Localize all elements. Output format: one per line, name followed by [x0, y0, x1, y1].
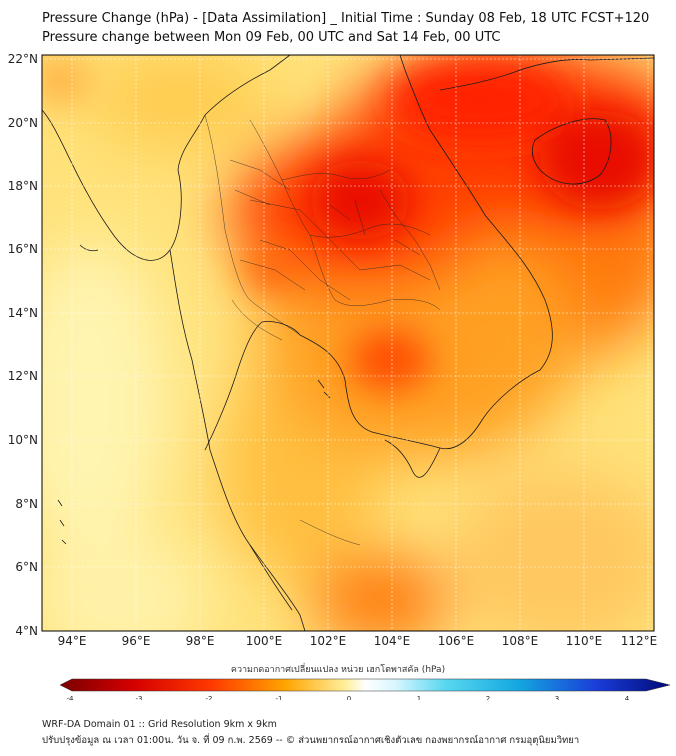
colorbar-tick: 2	[486, 695, 490, 700]
lat-label: 12°N	[8, 369, 38, 383]
colorbar-tick: 0	[347, 695, 351, 700]
lat-axis: 22°N 20°N 18°N 16°N 14°N 12°N 10°N 8°N 6…	[8, 52, 38, 638]
lat-label: 16°N	[8, 242, 38, 256]
plot-frame	[41, 54, 655, 632]
colorbar-tick: 1	[417, 695, 421, 700]
footer-model-info: WRF-DA Domain 01 :: Grid Resolution 9km …	[42, 719, 277, 730]
colorbar-tick: -4	[67, 695, 75, 700]
lon-label: 96°E	[122, 634, 151, 648]
colorbar-tick: 3	[555, 695, 559, 700]
admin-borders	[204, 114, 441, 546]
lat-label: 22°N	[8, 52, 38, 66]
lon-label: 94°E	[58, 634, 87, 648]
lon-axis: 94°E 96°E 98°E 100°E 102°E 104°E 106°E 1…	[58, 634, 658, 648]
graticule	[42, 55, 654, 631]
lat-label: 10°N	[8, 433, 38, 447]
lon-label: 112°E	[621, 634, 658, 648]
lat-label: 14°N	[8, 306, 38, 320]
map-title: Pressure Change (hPa) - [Data Assimilati…	[42, 11, 650, 26]
pressure-change-map: 22°N 20°N 18°N 16°N 14°N 12°N 10°N 8°N 6…	[8, 52, 671, 700]
lat-label: 18°N	[8, 179, 38, 193]
lat-label: 8°N	[15, 497, 38, 511]
lat-label: 20°N	[8, 116, 38, 130]
colorbar-tick: 4	[625, 695, 630, 700]
colorbar-label: ความกดอากาศเปลี่ยนแปลง หน่วย เฮกโตพาสคัล…	[230, 665, 446, 675]
lat-label: 6°N	[15, 560, 38, 574]
colorbar-tick: -1	[276, 695, 283, 700]
lat-label: 4°N	[15, 624, 38, 638]
footer-credit: ปรับปรุงข้อมูล ณ เวลา 01:00น. วัน จ. ที่…	[42, 735, 580, 746]
pressure-field	[42, 55, 654, 631]
map-subtitle: Pressure change between Mon 09 Feb, 00 U…	[42, 30, 501, 45]
lon-label: 104°E	[374, 634, 411, 648]
colorbar-tick: -3	[136, 695, 143, 700]
lon-label: 100°E	[246, 634, 283, 648]
lon-label: 106°E	[438, 634, 475, 648]
coastlines	[42, 55, 654, 631]
lon-label: 108°E	[502, 634, 539, 648]
colorbar-scale	[59, 678, 671, 692]
colorbar: -4 -3 -2 -1 0 1 2 3 4	[59, 678, 671, 700]
lon-label: 98°E	[186, 634, 215, 648]
lon-label: 110°E	[566, 634, 603, 648]
colorbar-tick: -2	[206, 695, 213, 700]
lon-label: 102°E	[310, 634, 347, 648]
